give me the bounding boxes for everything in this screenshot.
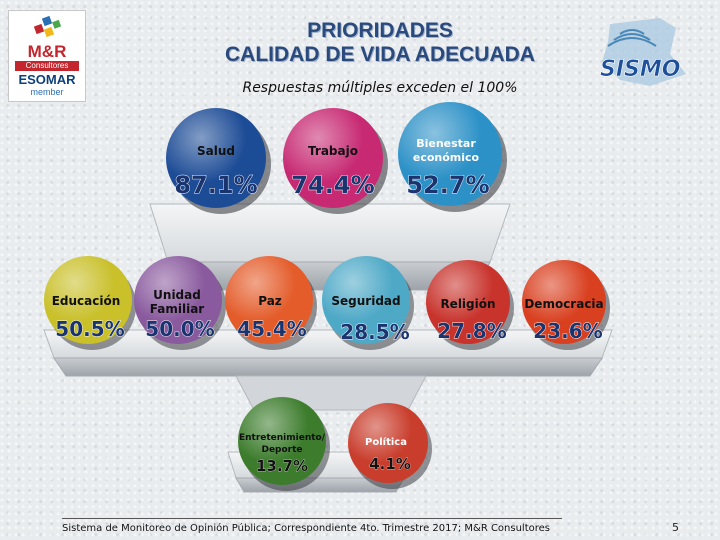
item-bienestar: Bienestar económico 52.7% (398, 102, 507, 212)
educacion-label: Educación (52, 294, 121, 308)
page-title-line1: PRIORIDADES (307, 19, 453, 42)
mr-consultores-logo: M&R Consultores ESOMAR member (8, 10, 86, 102)
item-educacion: Educación 50.5% (44, 256, 136, 350)
item-democracia: Democracia 23.6% (522, 260, 610, 350)
sismo-logo-text: SISMO (600, 57, 680, 82)
familiar-value: 50.0% (145, 317, 214, 341)
politica-value: 4.1% (369, 455, 411, 473)
mr-brand-text: M&R (27, 42, 67, 61)
paz-value: 45.4% (237, 317, 306, 341)
seguridad-value: 28.5% (340, 320, 409, 344)
item-trabajo: Trabajo 74.4% (283, 108, 388, 214)
item-religion: Religión 27.8% (426, 260, 514, 350)
paz-label: Paz (258, 294, 282, 308)
bienestar-label-1: Bienestar (416, 137, 476, 150)
middle-platform (43, 329, 613, 411)
item-seguridad: Seguridad 28.5% (322, 256, 414, 350)
member-text: member (30, 87, 64, 97)
trabajo-label: Trabajo (308, 144, 358, 158)
seguridad-label: Seguridad (331, 294, 400, 308)
footer-divider (62, 518, 562, 519)
mr-sub-text: Consultores (15, 61, 79, 71)
educacion-value: 50.5% (55, 317, 124, 341)
entretenimiento-value: 13.7% (256, 457, 308, 475)
esomar-text: ESOMAR (18, 72, 76, 87)
trabajo-value: 74.4% (291, 171, 374, 199)
item-politica: Política 4.1% (348, 403, 432, 489)
politica-label: Política (365, 436, 407, 448)
salud-value: 87.1% (174, 171, 257, 199)
familiar-label-1: Unidad (153, 288, 201, 302)
democracia-value: 23.6% (533, 319, 602, 343)
entretenimiento-label-1: Entretenimiento/ (239, 433, 326, 443)
item-salud: Salud 87.1% (166, 108, 271, 214)
page-subtitle: Respuestas múltiples exceden el 100% (242, 80, 518, 96)
bienestar-label-2: económico (413, 151, 480, 164)
entretenimiento-label-2: Deporte (261, 445, 302, 455)
familiar-label-2: Familiar (150, 302, 205, 316)
democracia-label: Democracia (524, 297, 603, 311)
footer-source: Sistema de Monitoreo de Opinión Pública;… (62, 523, 551, 534)
item-familiar: Unidad Familiar 50.0% (134, 256, 226, 350)
page-number: 5 (672, 521, 679, 534)
logo-squares-icon (33, 15, 62, 38)
salud-label: Salud (197, 144, 235, 158)
page-title-line2: CALIDAD DE VIDA ADECUADA (225, 43, 535, 66)
religion-value: 27.8% (437, 319, 506, 343)
item-paz: Paz 45.4% (225, 256, 317, 350)
religion-label: Religión (440, 297, 495, 311)
sismo-logo: SISMO (600, 18, 686, 86)
bienestar-value: 52.7% (406, 171, 489, 199)
item-entretenimiento: Entretenimiento/ Deporte 13.7% (238, 397, 330, 491)
